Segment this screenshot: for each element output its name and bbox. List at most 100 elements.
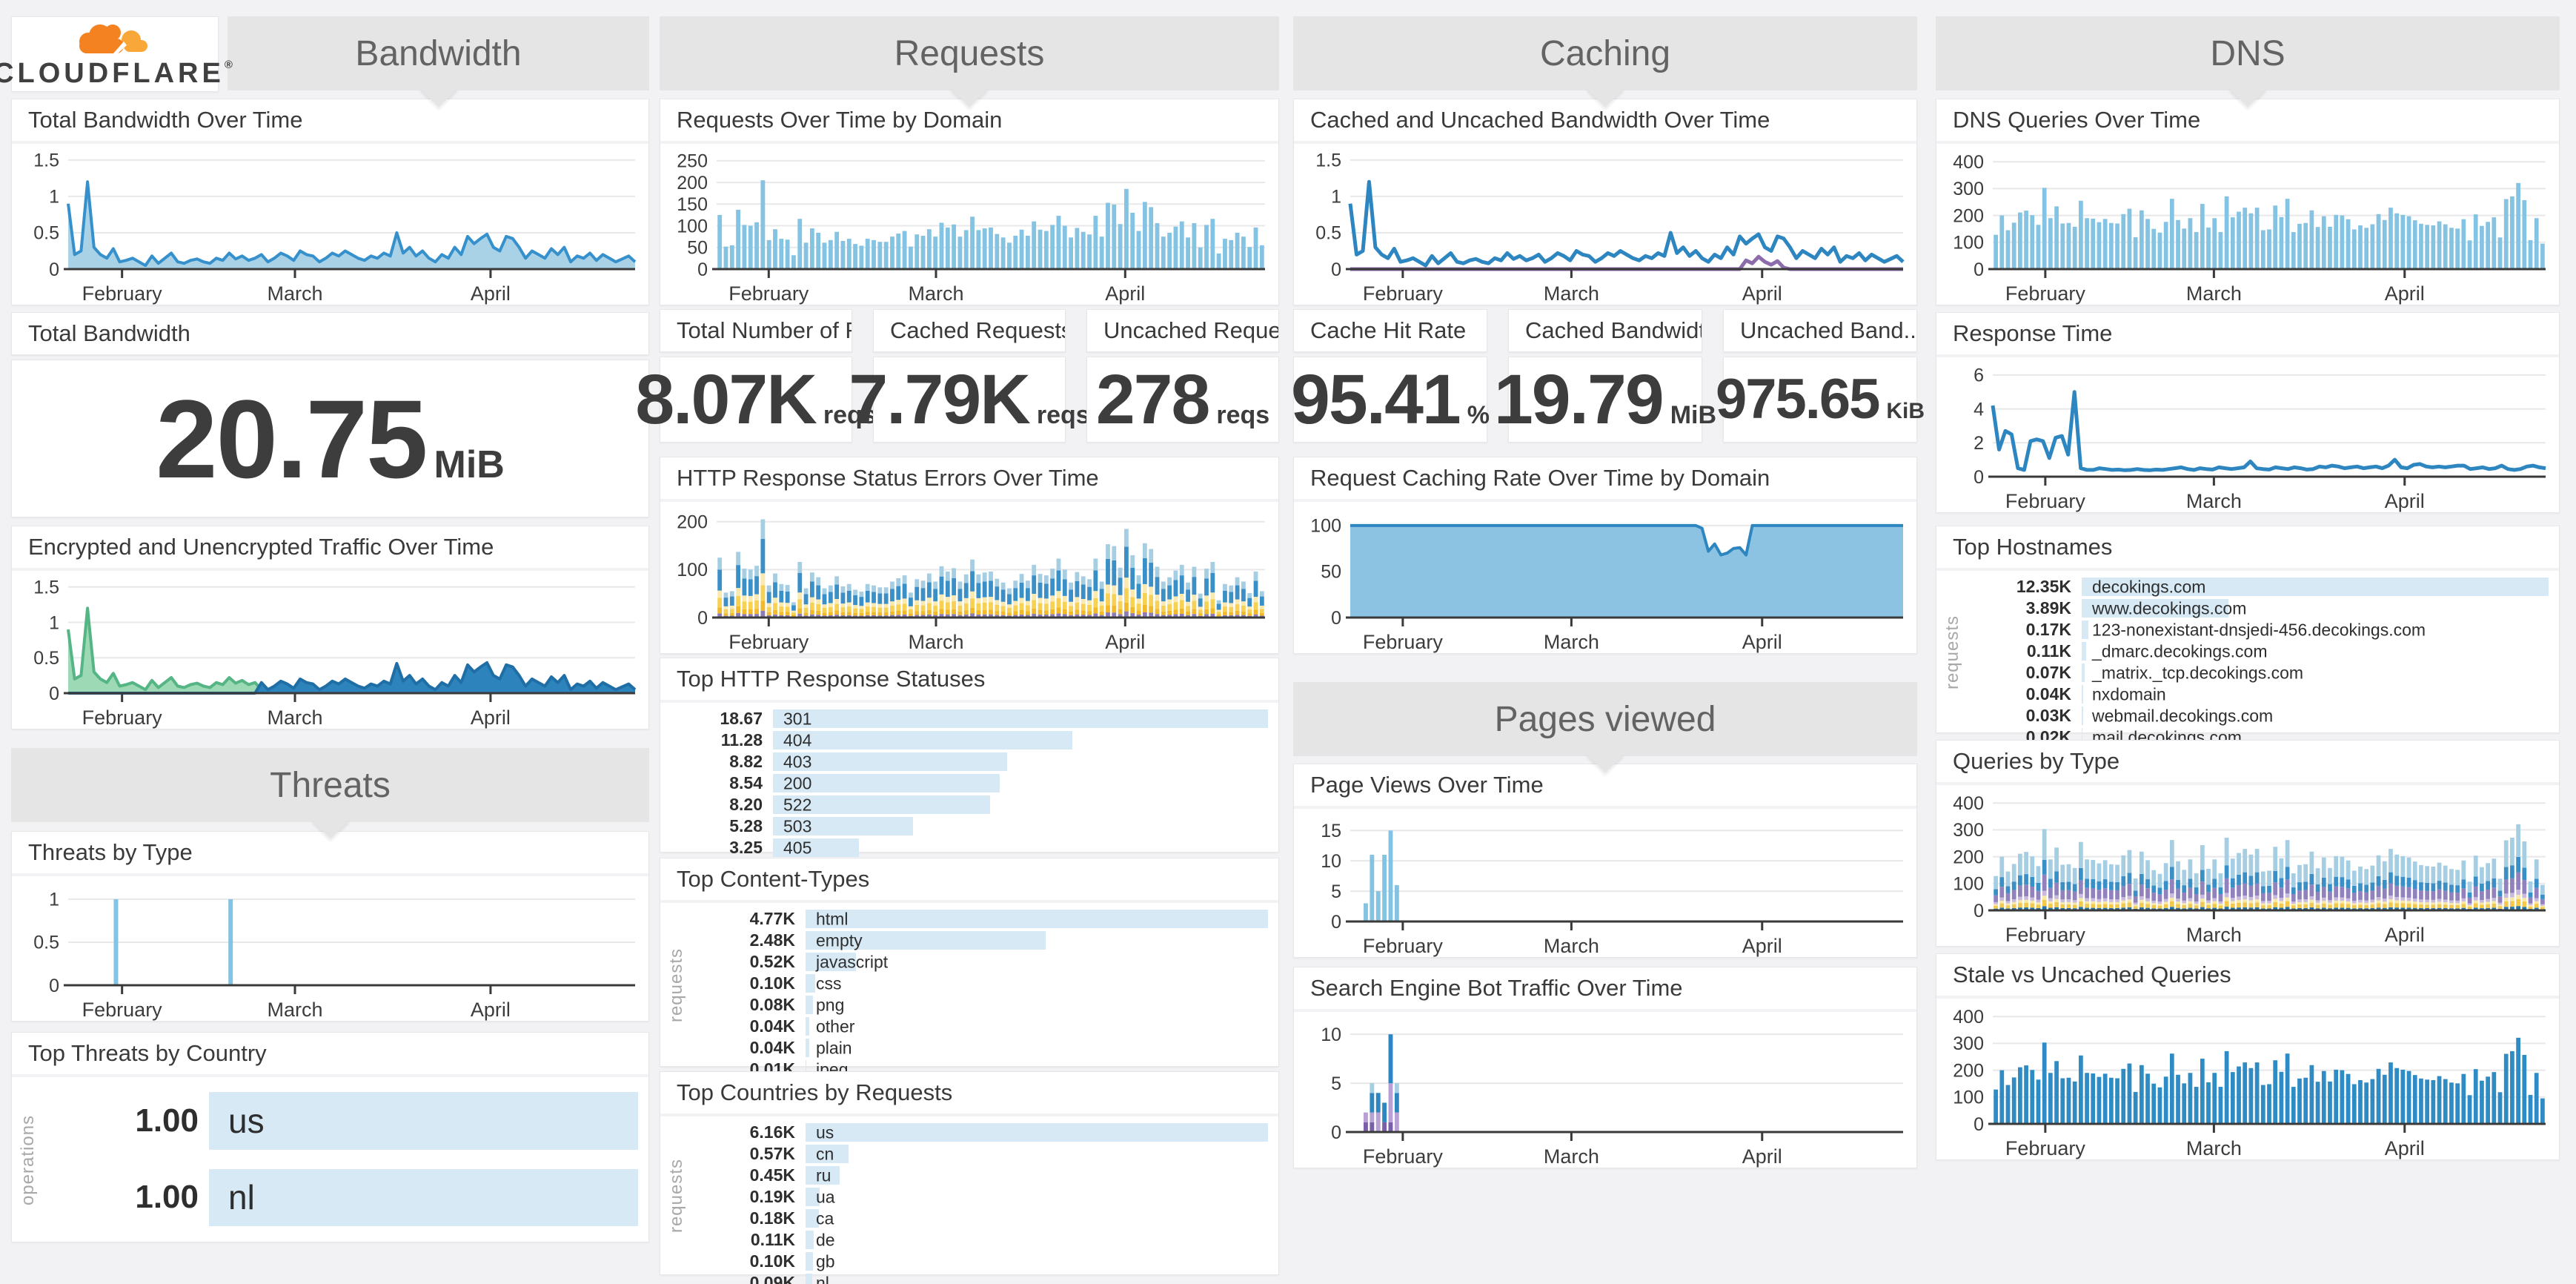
list-item[interactable]: 0.10K gb [749, 1251, 835, 1271]
list-item[interactable]: 0.04K other [749, 1016, 855, 1036]
page-views-chart[interactable]: 0 5 10 15 February March April [1294, 810, 1916, 957]
svg-text:March: March [2186, 282, 2242, 305]
top-statuses-list[interactable]: 18.67 301 11.28 404 8.82 403 8.54 200 8.20 522 5.2… [660, 704, 1278, 921]
svg-text:April: April [1742, 631, 1782, 653]
list-item[interactable]: 0.04K plain [749, 1038, 852, 1057]
section-label: Threats [270, 765, 391, 805]
requests-over-time-chart[interactable]: 0 50 100 150 200 250 February March April [660, 145, 1278, 305]
svg-text:March: March [908, 631, 963, 653]
list-item[interactable]: 3.89K www.decokings.com [2025, 598, 2247, 618]
list-item[interactable]: 0.08K png [749, 995, 845, 1014]
svg-text:0: 0 [1974, 1114, 1984, 1135]
svg-text:400: 400 [1953, 1007, 1984, 1027]
stat-value: 7.79K reqs [849, 357, 1090, 443]
list-item[interactable]: 0.57K cn [699, 1144, 1268, 1164]
panel-total-bandwidth-stat: Total Bandwidth 20.75 MiB [11, 312, 649, 517]
list-item[interactable]: 11.28 404 [666, 730, 1268, 750]
list-item[interactable]: 0.11K _dmarc.decokings.com [2026, 641, 2268, 661]
list-item[interactable]: 3.25 405 [666, 838, 1268, 858]
list-item[interactable]: 0.07K _matrix._tcp.decokings.com [2025, 663, 2304, 682]
svg-text:February: February [2005, 924, 2086, 946]
panel-top-hostnames: Top Hostnames requests 12.35K decokings.co… [1936, 526, 2560, 790]
list-item[interactable]: 0.52K javascript [749, 952, 889, 971]
list-item[interactable]: 5.28 503 [666, 816, 1268, 836]
panel-encrypted-traffic: Encrypted and Unencrypted Traffic Over T… [11, 526, 649, 729]
section-label: Caching [1539, 33, 1671, 73]
stat-unit: KiB [1886, 399, 1925, 423]
list-item[interactable]: 0.09K nl [699, 1273, 1268, 1284]
list-item[interactable]: 0.10K css [749, 973, 842, 993]
panel-http-errors: HTTP Response Status Errors Over Time 0 1… [660, 457, 1279, 654]
section-header-dns[interactable]: DNS [1936, 16, 2560, 90]
svg-text:200: 200 [677, 512, 708, 532]
column-bandwidth: CLOUDFLARE® Bandwidth Total Bandwidth Ov… [0, 0, 649, 1284]
panel-cached-bandwidth-stat: Cached Bandwidth 19.79 MiB [1494, 309, 1716, 443]
list-item[interactable]: 12.35K decokings.com [1975, 577, 2549, 597]
list-item[interactable]: 1.00 nl [50, 1168, 638, 1228]
section-header-caching[interactable]: Caching [1293, 16, 1917, 90]
cloudflare-logo[interactable]: CLOUDFLARE® [0, 16, 233, 92]
stat-unit: reqs [1036, 400, 1090, 429]
svg-text:0: 0 [1974, 259, 1984, 280]
svg-text:April: April [471, 282, 511, 305]
svg-text:300: 300 [1953, 820, 1984, 841]
list-item[interactable]: 0.11K de [750, 1230, 835, 1249]
list-item[interactable]: 0.17K 123-nonexistant-dnsjedi-456.decokin… [2025, 620, 2426, 639]
svg-text:March: March [2186, 924, 2242, 946]
svg-text:0: 0 [49, 684, 59, 704]
list-item[interactable]: 0.04K nxdomain [2025, 684, 2166, 704]
section-header-threats[interactable]: Threats [11, 748, 649, 822]
list-item[interactable]: 0.18K ca [749, 1208, 834, 1228]
section-header-requests[interactable]: Requests [660, 16, 1279, 90]
svg-text:0: 0 [1974, 467, 1984, 488]
section-header-bandwidth[interactable]: Bandwidth [228, 16, 649, 90]
svg-text:4: 4 [1974, 399, 1984, 420]
stale-uncached-chart[interactable]: 0 100 200 300 400 February March April [1936, 999, 2559, 1159]
encrypted-traffic-chart[interactable]: 0 0.5 1 1.5 February March April [12, 572, 648, 729]
svg-text:February: February [2005, 490, 2086, 512]
svg-text:150: 150 [677, 194, 708, 215]
list-item[interactable]: 8.54 200 [666, 773, 1268, 793]
list-item[interactable]: 0.19K ua [749, 1187, 835, 1206]
panel-title: Top HTTP Response Statuses [660, 658, 1278, 703]
list-item[interactable]: 0.03K webmail.decokings.com [2025, 706, 2274, 725]
top-content-types-list[interactable]: requests 4.77K html 2.48K empty 0.52K javascri… [660, 904, 1278, 1122]
svg-text:March: March [267, 282, 322, 305]
panel-top-statuses: Top HTTP Response Statuses 18.67 301 11.28… [660, 658, 1279, 921]
panel-requests-over-time: Requests Over Time by Domain 0 50 100 150 20… [660, 99, 1279, 305]
list-item[interactable]: 1.00 us [50, 1091, 638, 1151]
svg-text:15: 15 [1321, 821, 1341, 841]
queries-by-type-chart[interactable]: 0 100 200 300 400 February March April [1936, 786, 2559, 946]
caching-rate-chart[interactable]: 0 50 100 February March April [1294, 503, 1916, 653]
list-item[interactable]: 4.77K html [699, 909, 1268, 929]
top-countries-list[interactable]: requests 6.16K us 0.57K cn 0.45K ru 0.19K ua 0.18… [660, 1117, 1278, 1284]
search-bots-chart[interactable]: 0 5 10 February March April [1294, 1013, 1916, 1168]
dns-queries-chart[interactable]: 0 100 200 300 400 February March April [1936, 145, 2559, 305]
svg-text:0: 0 [1331, 1122, 1341, 1143]
list-item[interactable]: 8.20 522 [666, 795, 1268, 815]
section-header-pages-viewed[interactable]: Pages viewed [1293, 682, 1917, 756]
stat-unit: MiB [1670, 400, 1717, 429]
svg-text:March: March [2186, 1137, 2242, 1159]
list-item[interactable]: 0.45K ru [699, 1165, 1268, 1185]
cached-uncached-bandwidth-chart[interactable]: 0 0.5 1 1.5 February March April [1294, 145, 1916, 305]
threats-by-type-chart[interactable]: 0 0.5 1 February March April [12, 877, 648, 1021]
http-errors-chart[interactable]: 0 100 200 February March April [660, 503, 1278, 653]
cloudflare-cloud-icon [79, 24, 147, 53]
panel-title: Encrypted and Unencrypted Traffic Over T… [12, 526, 648, 571]
panel-caching-rate: Request Caching Rate Over Time by Domain… [1293, 457, 1917, 654]
response-time-chart[interactable]: 0 2 4 6 February March April [1936, 358, 2559, 512]
svg-text:April: April [2385, 490, 2425, 512]
list-item[interactable]: 8.82 403 [666, 752, 1268, 772]
top-threats-by-country-list[interactable]: operations 1.00 us 1.00 nl [12, 1078, 648, 1242]
svg-text:March: March [1544, 935, 1599, 957]
list-item[interactable]: 18.67 301 [666, 709, 1268, 729]
total-bandwidth-over-time-chart[interactable]: 0 0.5 1 1.5 February March April [12, 145, 648, 305]
stat-number: 20.75 [156, 376, 428, 501]
svg-text:200: 200 [677, 173, 708, 193]
top-hostnames-list[interactable]: requests 12.35K decokings.com 3.89K www.deco… [1936, 572, 2559, 790]
list-item[interactable]: 6.16K us [699, 1122, 1268, 1142]
svg-text:February: February [728, 631, 809, 653]
stat-unit: reqs [823, 400, 877, 429]
list-item[interactable]: 2.48K empty [699, 930, 1268, 950]
